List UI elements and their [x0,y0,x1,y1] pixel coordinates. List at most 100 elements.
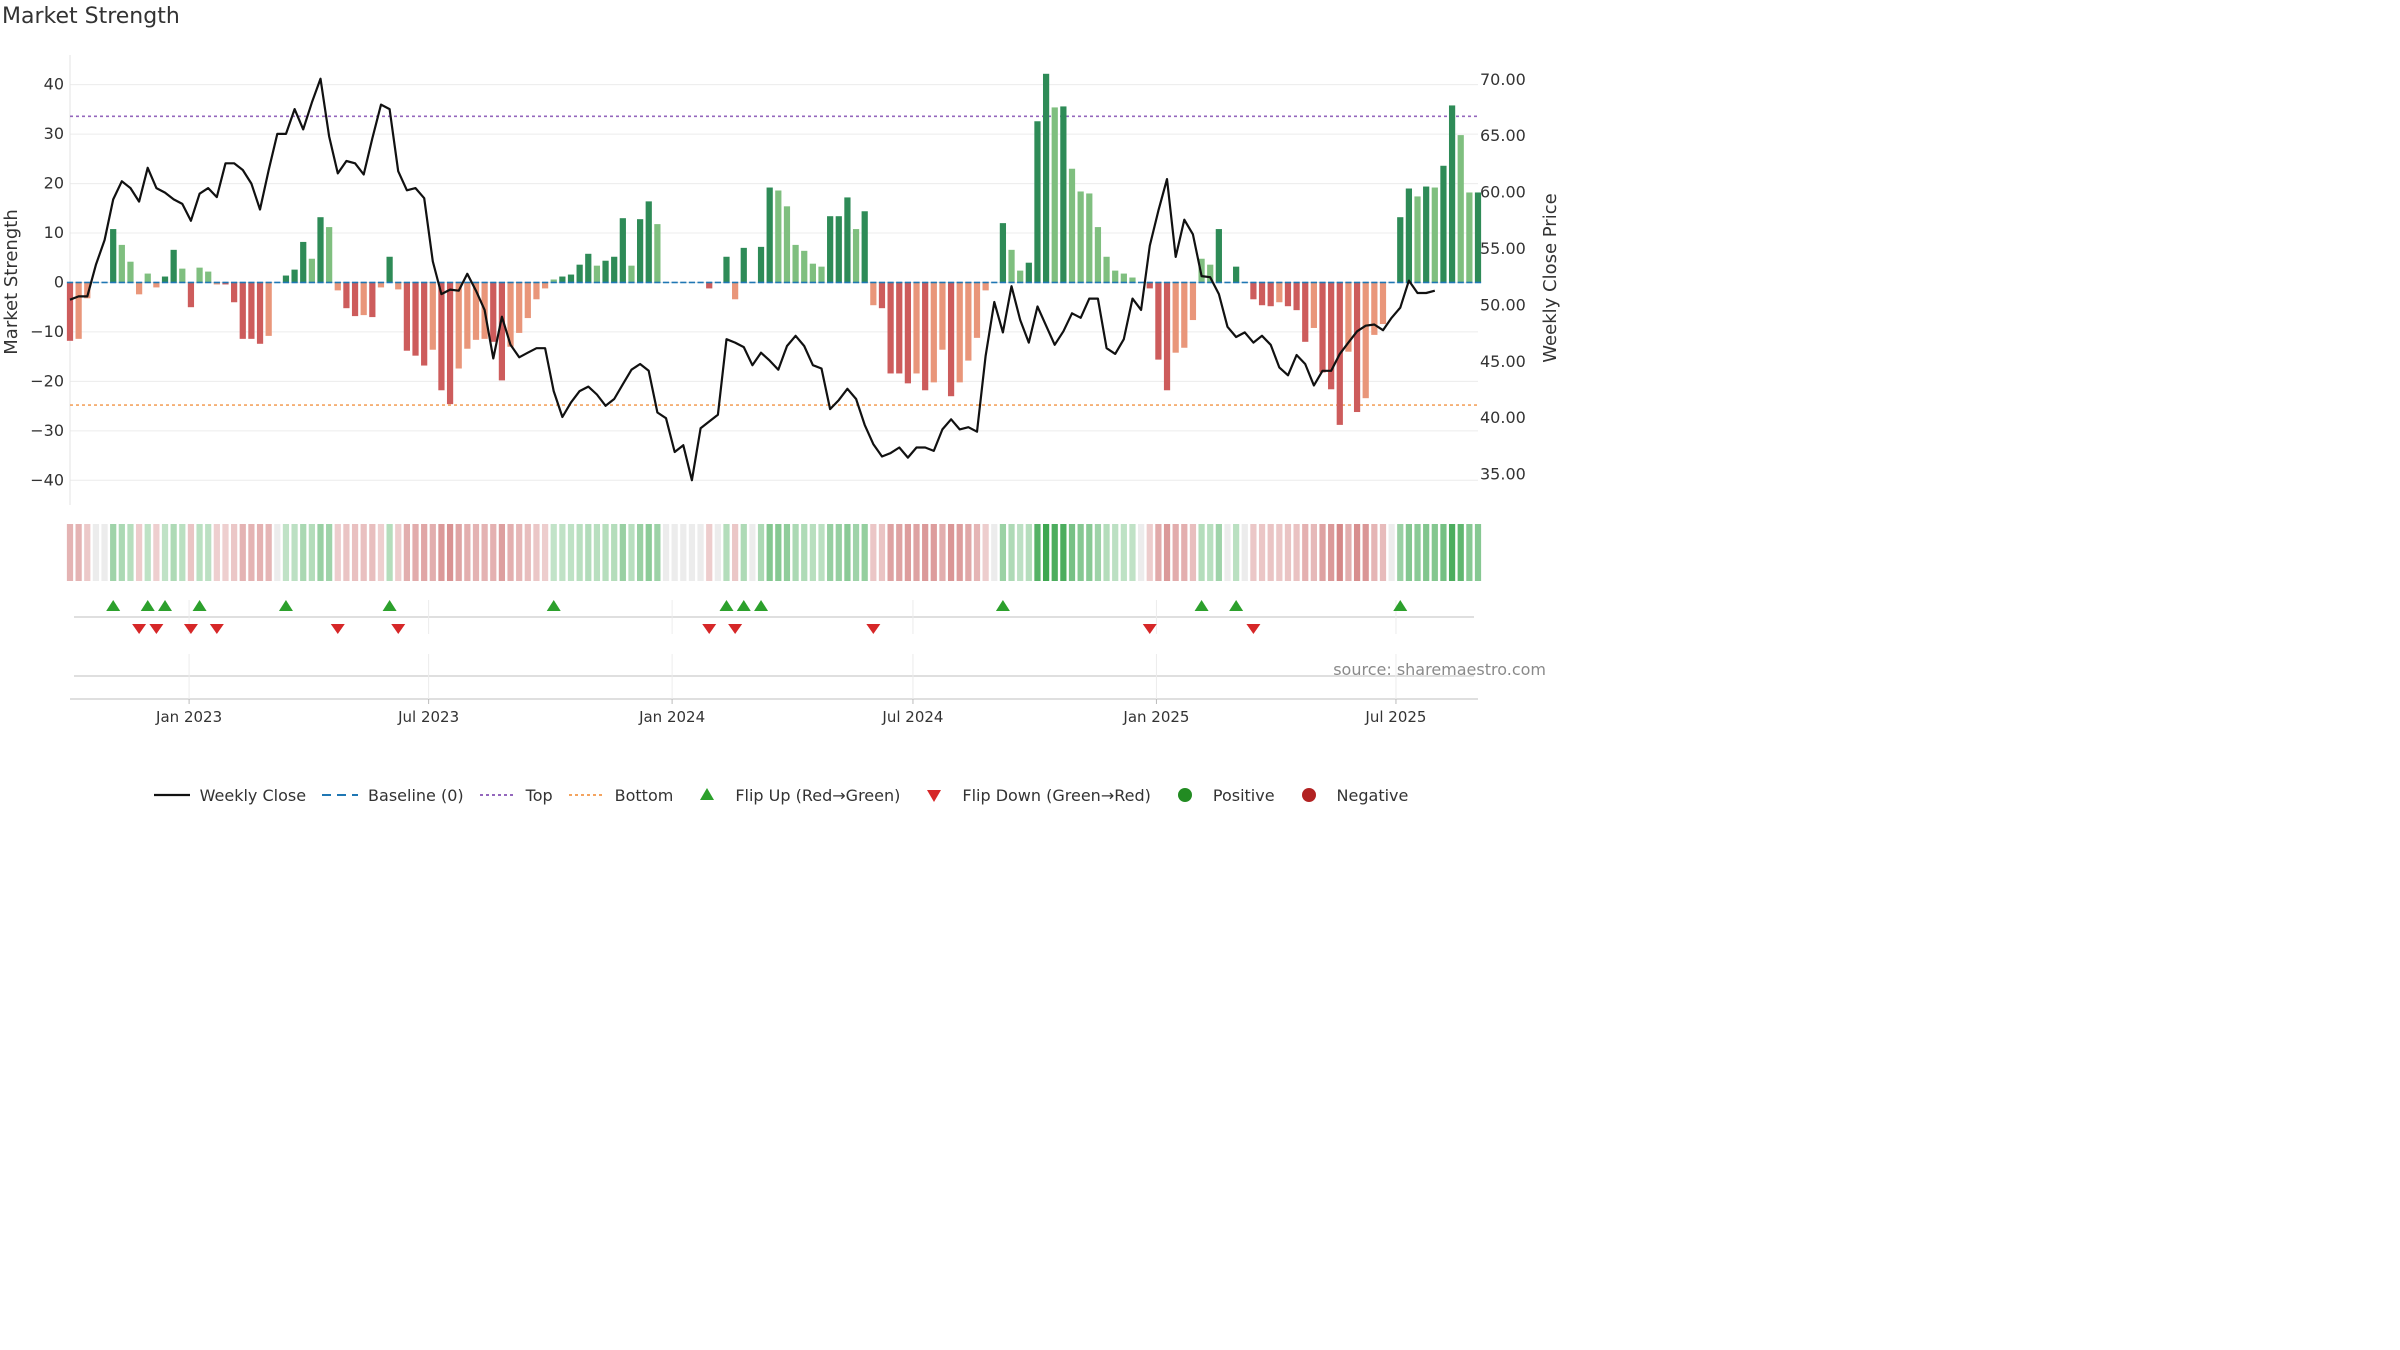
triangle-up-icon [700,788,715,800]
strength-bar [827,216,834,283]
heat-strip-cell [300,524,307,581]
strength-bar [1189,282,1197,321]
strength-bar [1328,282,1335,390]
heat-strip-cell [541,524,549,581]
strength-bar [403,282,410,351]
heat-strip-cell [84,524,91,581]
strength-bar [861,211,868,283]
heat-strip-cell [144,524,151,581]
flip-up-marker [192,600,207,611]
heat-strip-cell [1362,524,1369,581]
heat-strip-cell [637,524,644,581]
heat-strip-cell [127,524,134,581]
y2-tick-label: 50.00 [1480,295,1526,314]
heat-strip-cell [118,524,125,581]
strength-bar [75,282,82,339]
heat-strip-cell [334,524,341,581]
heat-strip-cell [973,524,981,581]
heat-strip-cell [498,524,506,581]
strength-bar [127,261,134,283]
strength-bar [611,256,618,283]
strength-bar [740,247,747,283]
heat-strip-cell [1423,524,1430,581]
legend-label: Weekly Close [199,785,307,805]
x-tick-label: Jul 2023 [397,708,459,726]
circle-icon [1177,788,1192,802]
heat-strip-cell [265,524,272,581]
strength-bar [213,282,220,285]
strength-bar [939,282,946,350]
heat-strip-cell [282,524,290,581]
heat-strip-cell [438,524,445,581]
heat-strip-cell [732,524,739,581]
heat-strip-cell [801,524,808,581]
flip-up-marker [736,600,751,611]
strength-bar [550,279,557,283]
strength-bar [1198,258,1205,283]
strength-bar [1120,273,1127,283]
heat-strip-cell [922,524,929,581]
strength-bar [395,282,402,290]
strength-bar [1163,282,1171,391]
heat-strip-cell [231,524,238,581]
heat-strip-cell [1172,524,1179,581]
strength-bar [1250,282,1257,300]
heat-strip-cell [861,524,868,581]
heat-strip-cell [516,524,523,581]
flip-down-marker [866,624,881,634]
strength-bar [1310,282,1317,328]
heat-strip-cell [1138,524,1145,581]
strength-bar [1181,282,1188,348]
strength-bar [1276,282,1283,303]
strength-bar [351,282,359,317]
flip-up-marker [158,600,173,611]
legend-label: Top [525,785,553,805]
legend-flip-up: Flip Up (Red→Green) [687,785,900,805]
legend-label: Bottom [614,785,674,805]
heat-strip-cell [896,524,903,581]
heat-strip-cell [645,524,652,581]
strength-bar [282,275,290,283]
heat-strip-cell [507,524,514,581]
strength-bar [1353,282,1361,413]
strength-bar [464,282,471,349]
heat-strip-cell [1302,524,1309,581]
heat-strip-cell [878,524,886,581]
heat-strip-cell [153,524,160,581]
heat-strip-cell [66,524,74,581]
y2-tick-label: 65.00 [1480,126,1526,145]
heat-strip-cell [982,524,989,581]
strength-bar [248,282,255,339]
heat-strip-cell [835,524,842,581]
y2-tick-label: 45.00 [1480,352,1526,371]
strength-bar [835,216,842,283]
heat-strip-cell [1345,524,1352,581]
heat-strip-cell [619,524,626,581]
heat-strip-cell [654,524,661,581]
heat-strip-cell [1155,524,1162,581]
legend-top: Top [478,785,553,805]
heat-strip-cell [1319,524,1326,581]
heat-strip-cell [999,524,1007,581]
strength-bar [1302,282,1309,342]
heat-strip-cell [1086,524,1093,581]
strength-bar [1086,193,1093,283]
heat-strip-cell [135,524,143,581]
heat-strip-cell [472,524,480,581]
strength-bar [1267,282,1274,307]
strength-bar [1042,73,1050,283]
strength-bar [956,282,963,383]
y-tick-label: 20 [44,174,64,193]
legend-dotted-line-icon [479,794,516,796]
heat-strip-cell [749,524,756,581]
strength-bar [498,282,506,381]
heat-strip-cell [1163,524,1171,581]
heat-strip-cell [809,524,816,581]
flip-up-marker [140,600,155,611]
y-tick-label: −20 [30,371,64,390]
heat-strip-cell [1215,524,1222,581]
heat-strip-cell [1129,524,1136,581]
heat-strip-cell [1120,524,1127,581]
heat-strip-cell [1207,524,1214,581]
heat-strip-cell [1388,524,1395,581]
